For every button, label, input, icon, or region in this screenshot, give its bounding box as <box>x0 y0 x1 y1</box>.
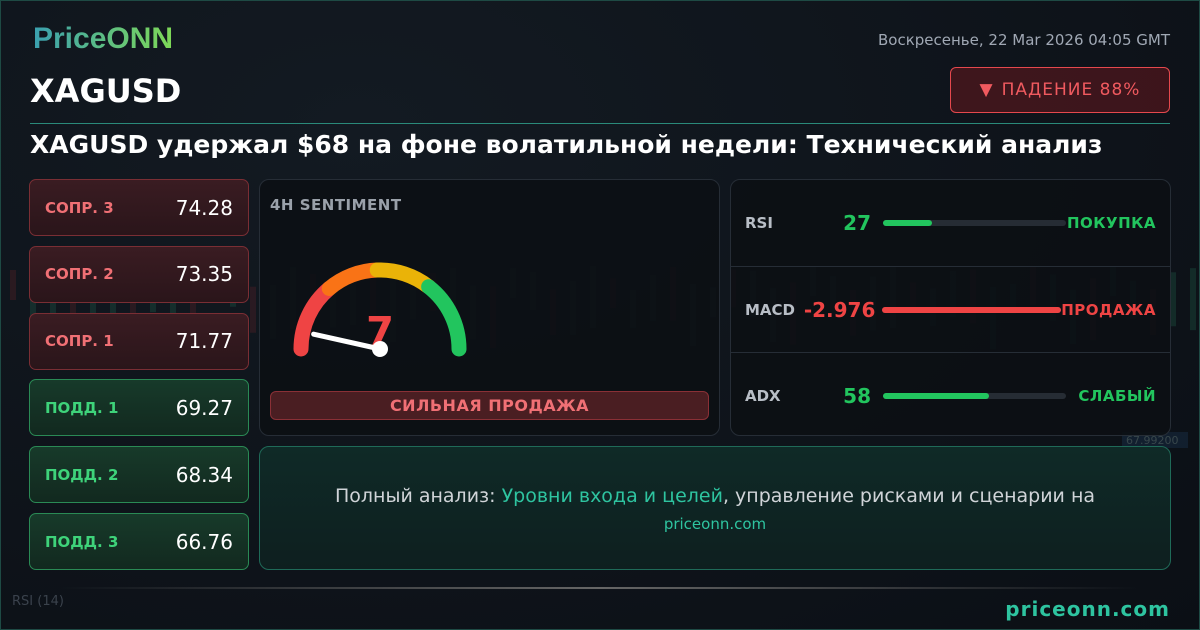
indicator-bar <box>883 392 1066 399</box>
bg-candle <box>250 286 256 333</box>
indicator-bar <box>881 306 1062 313</box>
sentiment-label: СИЛЬНАЯ ПРОДАЖА <box>270 391 709 420</box>
level-support-row: ПОДД. 3 66.76 <box>29 513 249 570</box>
level-value: 68.34 <box>175 462 233 487</box>
bg-candle <box>1190 268 1196 331</box>
cta-link[interactable]: priceonn.com <box>663 515 767 533</box>
level-value: 69.27 <box>175 395 233 420</box>
cta-highlight[interactable]: Уровни входа и целей <box>501 485 723 507</box>
trend-badge: ▼ ПАДЕНИЕ 88% <box>950 67 1170 113</box>
bg-candle <box>90 275 96 338</box>
level-value: 73.35 <box>175 262 233 287</box>
bg-candle <box>110 289 116 320</box>
divider <box>30 123 1170 124</box>
priceonn-logo: PriceONN <box>33 22 174 55</box>
indicator-signal: ПОКУПКА <box>1066 214 1156 232</box>
cta-panel[interactable]: Полный анализ: Уровни входа и целей, упр… <box>259 446 1171 570</box>
date-time: Воскресенье, 22 Mar 2026 04:05 GMT <box>877 31 1170 49</box>
indicator-value: 27 <box>843 211 871 235</box>
level-value: 74.28 <box>175 195 233 220</box>
headline: XAGUSD удержал $68 на фоне волатильной н… <box>30 130 1103 159</box>
bg-candle <box>30 287 36 326</box>
triangle-down-icon: ▼ <box>979 80 994 100</box>
level-value: 66.76 <box>175 529 233 554</box>
bg-candle <box>170 281 176 336</box>
gauge-pivot <box>372 341 388 357</box>
level-label: СОПР. 3 <box>45 198 114 217</box>
level-support-row: ПОДД. 1 69.27 <box>29 379 249 437</box>
level-label: СОПР. 2 <box>45 265 114 284</box>
bg-candle <box>50 283 56 330</box>
bg-price-label: 67.99200 <box>1126 434 1179 447</box>
indicator-bar-fill <box>883 220 933 226</box>
indicator-signal: ПРОДАЖА <box>1061 300 1156 319</box>
footer-link[interactable]: priceonn.com <box>1005 597 1170 621</box>
level-resistance-row: СОПР. 3 74.28 <box>29 179 249 236</box>
level-label: ПОДД. 3 <box>45 532 119 551</box>
indicator-name: ADX <box>745 386 781 405</box>
indicator-bar <box>883 220 1066 226</box>
gauge-segment <box>421 279 467 357</box>
gauge-needle <box>311 331 383 352</box>
cta-prefix: Полный анализ: <box>334 485 502 507</box>
symbol-title: XAGUSD <box>30 72 182 110</box>
bg-candle <box>10 270 16 300</box>
level-label: ПОДД. 1 <box>45 398 119 417</box>
indicator-bar-fill <box>881 306 1062 313</box>
indicator-signal: СЛАБЫЙ <box>1078 386 1156 405</box>
indicator-row-adx: ADX 58 СЛАБЫЙ <box>731 352 1170 438</box>
gauge-segment <box>369 262 437 295</box>
bg-candle <box>1170 272 1176 327</box>
sentiment-gauge: 7 <box>293 262 467 357</box>
badge-label: ПАДЕНИЕ 88% <box>1001 80 1141 100</box>
sentiment-panel: 4H SENTIMENT 7 СИЛЬНАЯ ПРОДАЖА <box>259 179 720 436</box>
indicators-panel: RSI 27 ПОКУПКА MACD -2.976 ПРОДАЖА ADX 58 СЛАБЫЙ <box>730 179 1171 436</box>
indicator-bar-fill <box>883 392 990 399</box>
level-resistance-row: СОПР. 1 71.77 <box>29 312 249 370</box>
indicator-name: MACD <box>745 300 795 319</box>
level-label: СОПР. 1 <box>45 332 114 351</box>
level-support-row: ПОДД. 2 68.34 <box>29 446 249 504</box>
sentiment-title: 4H SENTIMENT <box>270 196 402 214</box>
level-resistance-row: СОПР. 2 73.35 <box>29 245 249 303</box>
indicator-row-rsi: RSI 27 ПОКУПКА <box>731 180 1170 266</box>
indicator-row-macd: MACD -2.976 ПРОДАЖА <box>731 266 1170 352</box>
bg-rsi-label: RSI (14) <box>12 594 64 609</box>
indicator-value: -2.976 <box>803 297 876 322</box>
level-value: 71.77 <box>175 329 233 354</box>
indicator-value: 58 <box>843 383 871 408</box>
footer-divider <box>60 587 1140 589</box>
gauge-segment <box>321 262 385 296</box>
gauge-segment <box>293 280 337 357</box>
level-label: ПОДД. 2 <box>45 465 119 484</box>
cta-suffix: , управление рисками и сценарии на <box>722 485 1096 507</box>
indicator-name: RSI <box>745 214 773 232</box>
